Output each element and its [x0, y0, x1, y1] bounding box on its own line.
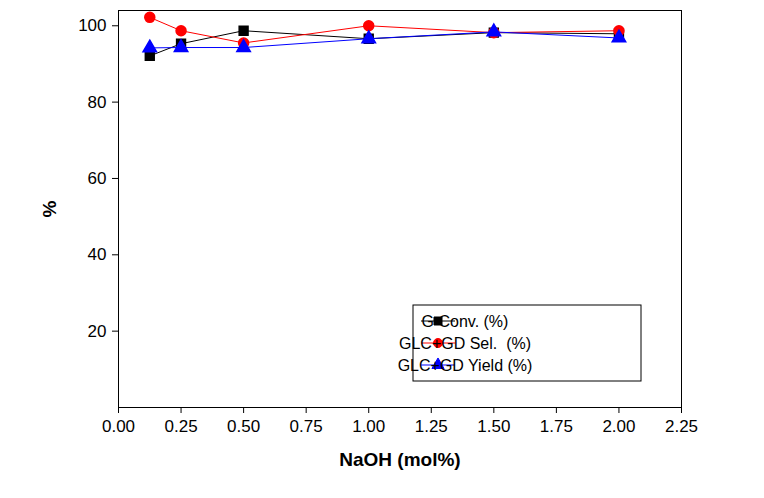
svg-text:GLC+GD Sel. (%): GLC+GD Sel. (%) [399, 335, 531, 352]
svg-text:1.75: 1.75 [540, 417, 573, 436]
svg-text:1.50: 1.50 [477, 417, 510, 436]
svg-text:1.25: 1.25 [415, 417, 448, 436]
svg-text:0.00: 0.00 [102, 417, 135, 436]
svg-text:20: 20 [88, 322, 107, 341]
svg-text:100: 100 [78, 16, 106, 35]
svg-text:80: 80 [88, 93, 107, 112]
svg-text:G Conv. (%): G Conv. (%) [422, 313, 509, 330]
svg-text:%: % [39, 200, 60, 217]
svg-text:0.75: 0.75 [290, 417, 323, 436]
svg-text:0.50: 0.50 [227, 417, 260, 436]
svg-text:60: 60 [88, 169, 107, 188]
svg-text:2.25: 2.25 [665, 417, 698, 436]
svg-text:2.00: 2.00 [602, 417, 635, 436]
svg-text:0.25: 0.25 [165, 417, 198, 436]
svg-text:1.00: 1.00 [352, 417, 385, 436]
svg-text:GLC+GD Yield (%): GLC+GD Yield (%) [398, 357, 533, 374]
svg-text:NaOH (mol%): NaOH (mol%) [339, 449, 460, 470]
svg-text:40: 40 [88, 245, 107, 264]
